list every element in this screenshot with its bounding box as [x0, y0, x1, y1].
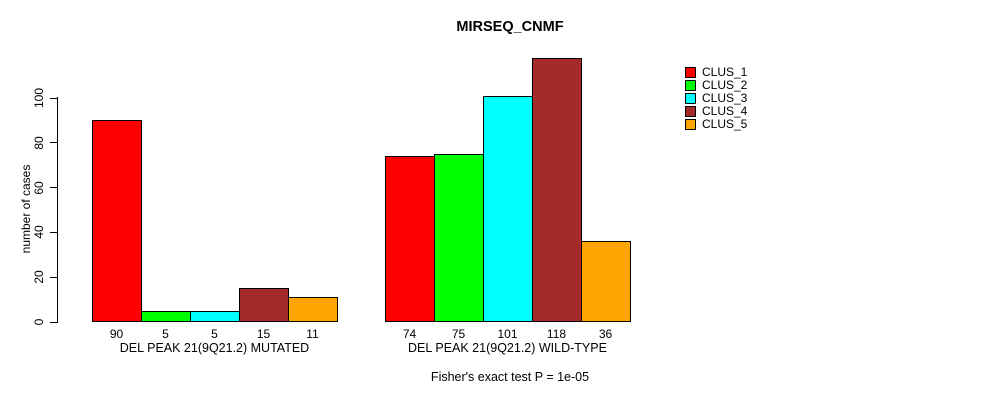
legend-swatch	[685, 92, 696, 104]
legend-label: CLUS_2	[702, 78, 748, 92]
bar-clus_2-group1	[141, 310, 191, 322]
legend-item-clus_3: CLUS_3	[685, 92, 747, 104]
legend-swatch	[685, 118, 696, 130]
y-axis-tick-label: 80	[32, 136, 46, 150]
y-axis-tick-label: 40	[32, 225, 46, 240]
group-label: DEL PEAK 21(9Q21.2) WILD-TYPE	[408, 341, 607, 355]
y-axis-tick	[50, 97, 58, 99]
bar-value-label: 11	[306, 327, 319, 341]
legend-label: CLUS_1	[702, 65, 748, 79]
y-axis-tick-label: 60	[32, 180, 46, 195]
legend-label: CLUS_4	[702, 104, 748, 118]
y-axis-tick	[50, 142, 58, 144]
bar-value-label: 5	[162, 327, 169, 341]
bar-clus_2-group2	[434, 154, 484, 322]
y-axis-label: number of cases	[19, 164, 33, 254]
bar-value-label: 75	[451, 327, 466, 341]
bar-clus_4-group1	[239, 288, 289, 322]
legend-swatch	[685, 79, 696, 91]
bar-clus_1-group2	[385, 156, 435, 322]
legend-swatch	[685, 105, 696, 117]
bar-value-label: 15	[256, 327, 271, 341]
bar-value-label: 5	[211, 327, 218, 341]
bar-value-label: 101	[497, 327, 518, 341]
y-axis-tick	[50, 321, 58, 323]
y-axis-tick	[50, 187, 58, 189]
footnote-text: Fisher's exact test P = 1e-05	[430, 370, 590, 384]
legend-item-clus_4: CLUS_4	[685, 105, 747, 117]
y-axis-tick-label: 100	[32, 87, 46, 109]
y-axis-tick-label: 0	[32, 318, 46, 326]
bar-clus_5-group2	[581, 241, 631, 322]
bar-clus_4-group2	[532, 57, 582, 322]
legend-item-clus_1: CLUS_1	[685, 66, 747, 78]
group-label: DEL PEAK 21(9Q21.2) MUTATED	[119, 341, 310, 355]
bar-value-label: 36	[598, 327, 613, 341]
legend-label: CLUS_5	[702, 117, 748, 131]
y-axis-tick	[50, 231, 58, 233]
y-axis-tick-label: 20	[32, 270, 46, 284]
bar-value-label: 118	[546, 327, 567, 341]
bar-clus_5-group1	[288, 297, 338, 322]
bar-clus_3-group1	[190, 310, 240, 322]
legend-label: CLUS_3	[702, 91, 748, 105]
y-axis-line	[57, 97, 58, 323]
legend-item-clus_5: CLUS_5	[685, 118, 747, 130]
bar-clus_3-group2	[483, 95, 533, 322]
bar-value-label: 74	[402, 327, 417, 341]
bar-value-label: 90	[109, 327, 124, 341]
chart-title: MIRSEQ_CNMF	[456, 19, 564, 35]
y-axis-tick	[50, 276, 58, 278]
bar-clus_1-group1	[92, 120, 142, 322]
legend-swatch	[685, 66, 696, 78]
legend-item-clus_2: CLUS_2	[685, 79, 747, 91]
